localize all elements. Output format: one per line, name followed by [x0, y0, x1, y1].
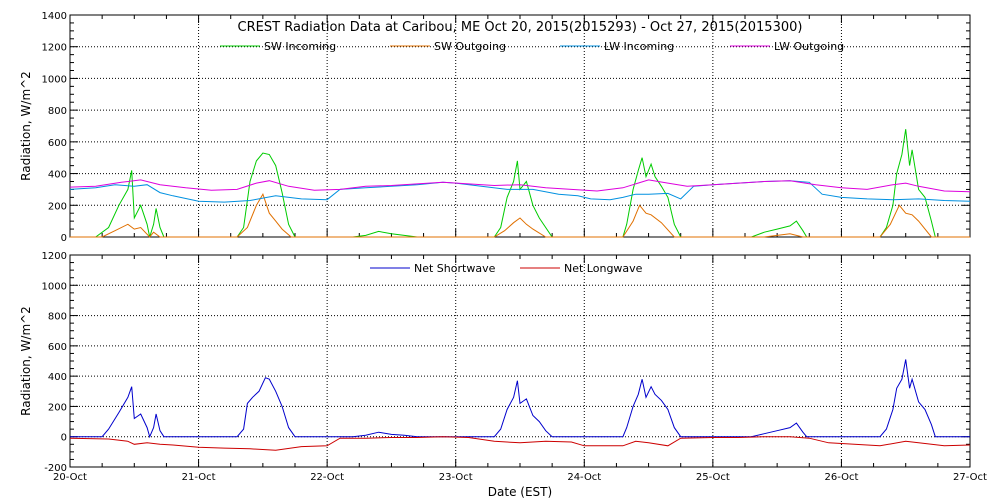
series-line-sw-incoming — [70, 129, 970, 238]
legend: SW Incoming SW Outgoing LW Incoming LW Outg… — [220, 40, 844, 53]
x-tick-label: 20-Oct — [53, 472, 87, 483]
y-tick-label: 1000 — [42, 281, 67, 292]
x-tick-label: 22-Oct — [310, 472, 344, 483]
x-tick-label: 25-Oct — [696, 472, 730, 483]
series-line-lw-incoming — [69, 180, 971, 203]
legend-label: Net Longwave — [564, 262, 643, 275]
y-tick-label: 800 — [48, 106, 67, 117]
y-tick-label: 1200 — [42, 43, 67, 54]
x-axis-label: Date (EST) — [488, 485, 552, 499]
chart-title: CREST Radiation Data at Caribou, ME Oct … — [238, 20, 803, 35]
y-tick-label: 1400 — [42, 11, 67, 22]
y-tick-label: 0 — [61, 433, 67, 444]
y-tick-label: 200 — [48, 201, 67, 212]
x-tick-label: 27-Oct — [953, 472, 987, 483]
legend-label: LW Outgoing — [774, 40, 844, 53]
y-tick-label: 400 — [48, 372, 67, 383]
series-line-lw-outgoing — [69, 179, 971, 193]
legend-label: SW Outgoing — [434, 40, 506, 53]
x-tick-label: 23-Oct — [439, 472, 473, 483]
legend: Net Shortwave Net Longwave — [370, 262, 643, 275]
x-tick-label: 21-Oct — [182, 472, 216, 483]
y-tick-label: 400 — [48, 170, 67, 181]
legend-label: Net Shortwave — [414, 262, 496, 275]
legend-label: LW Incoming — [604, 40, 674, 53]
y-tick-label: 1200 — [42, 251, 67, 262]
y-tick-label: 800 — [48, 312, 67, 323]
y-tick-label: 1000 — [42, 74, 67, 85]
legend-label: SW Incoming — [264, 40, 336, 53]
x-tick-label: 26-Oct — [824, 472, 858, 483]
y-tick-label: 200 — [48, 402, 67, 413]
plot-frame — [69, 254, 971, 468]
chart-panel-1: 0 200 400 600 800 1000 1200 1400 Radiation, W/m^… — [19, 11, 971, 244]
y-tick-label: -200 — [44, 463, 67, 474]
y-axis-label: Radiation, W/m^2 — [19, 71, 33, 181]
series-line-net-longwave — [69, 436, 971, 451]
y-axis-label: Radiation, W/m^2 — [19, 306, 33, 416]
x-tick-label: 24-Oct — [567, 472, 601, 483]
series-line-net-shortwave — [70, 359, 970, 439]
chart-panel-2: -200 0 200 400 600 800 1000 1200 20-Oct 21-Oct 22-… — [19, 251, 987, 499]
y-tick-label: 0 — [61, 233, 67, 244]
series-line-sw-outgoing — [70, 192, 970, 238]
y-tick-label: 600 — [48, 138, 67, 149]
y-tick-label: 600 — [48, 342, 67, 353]
